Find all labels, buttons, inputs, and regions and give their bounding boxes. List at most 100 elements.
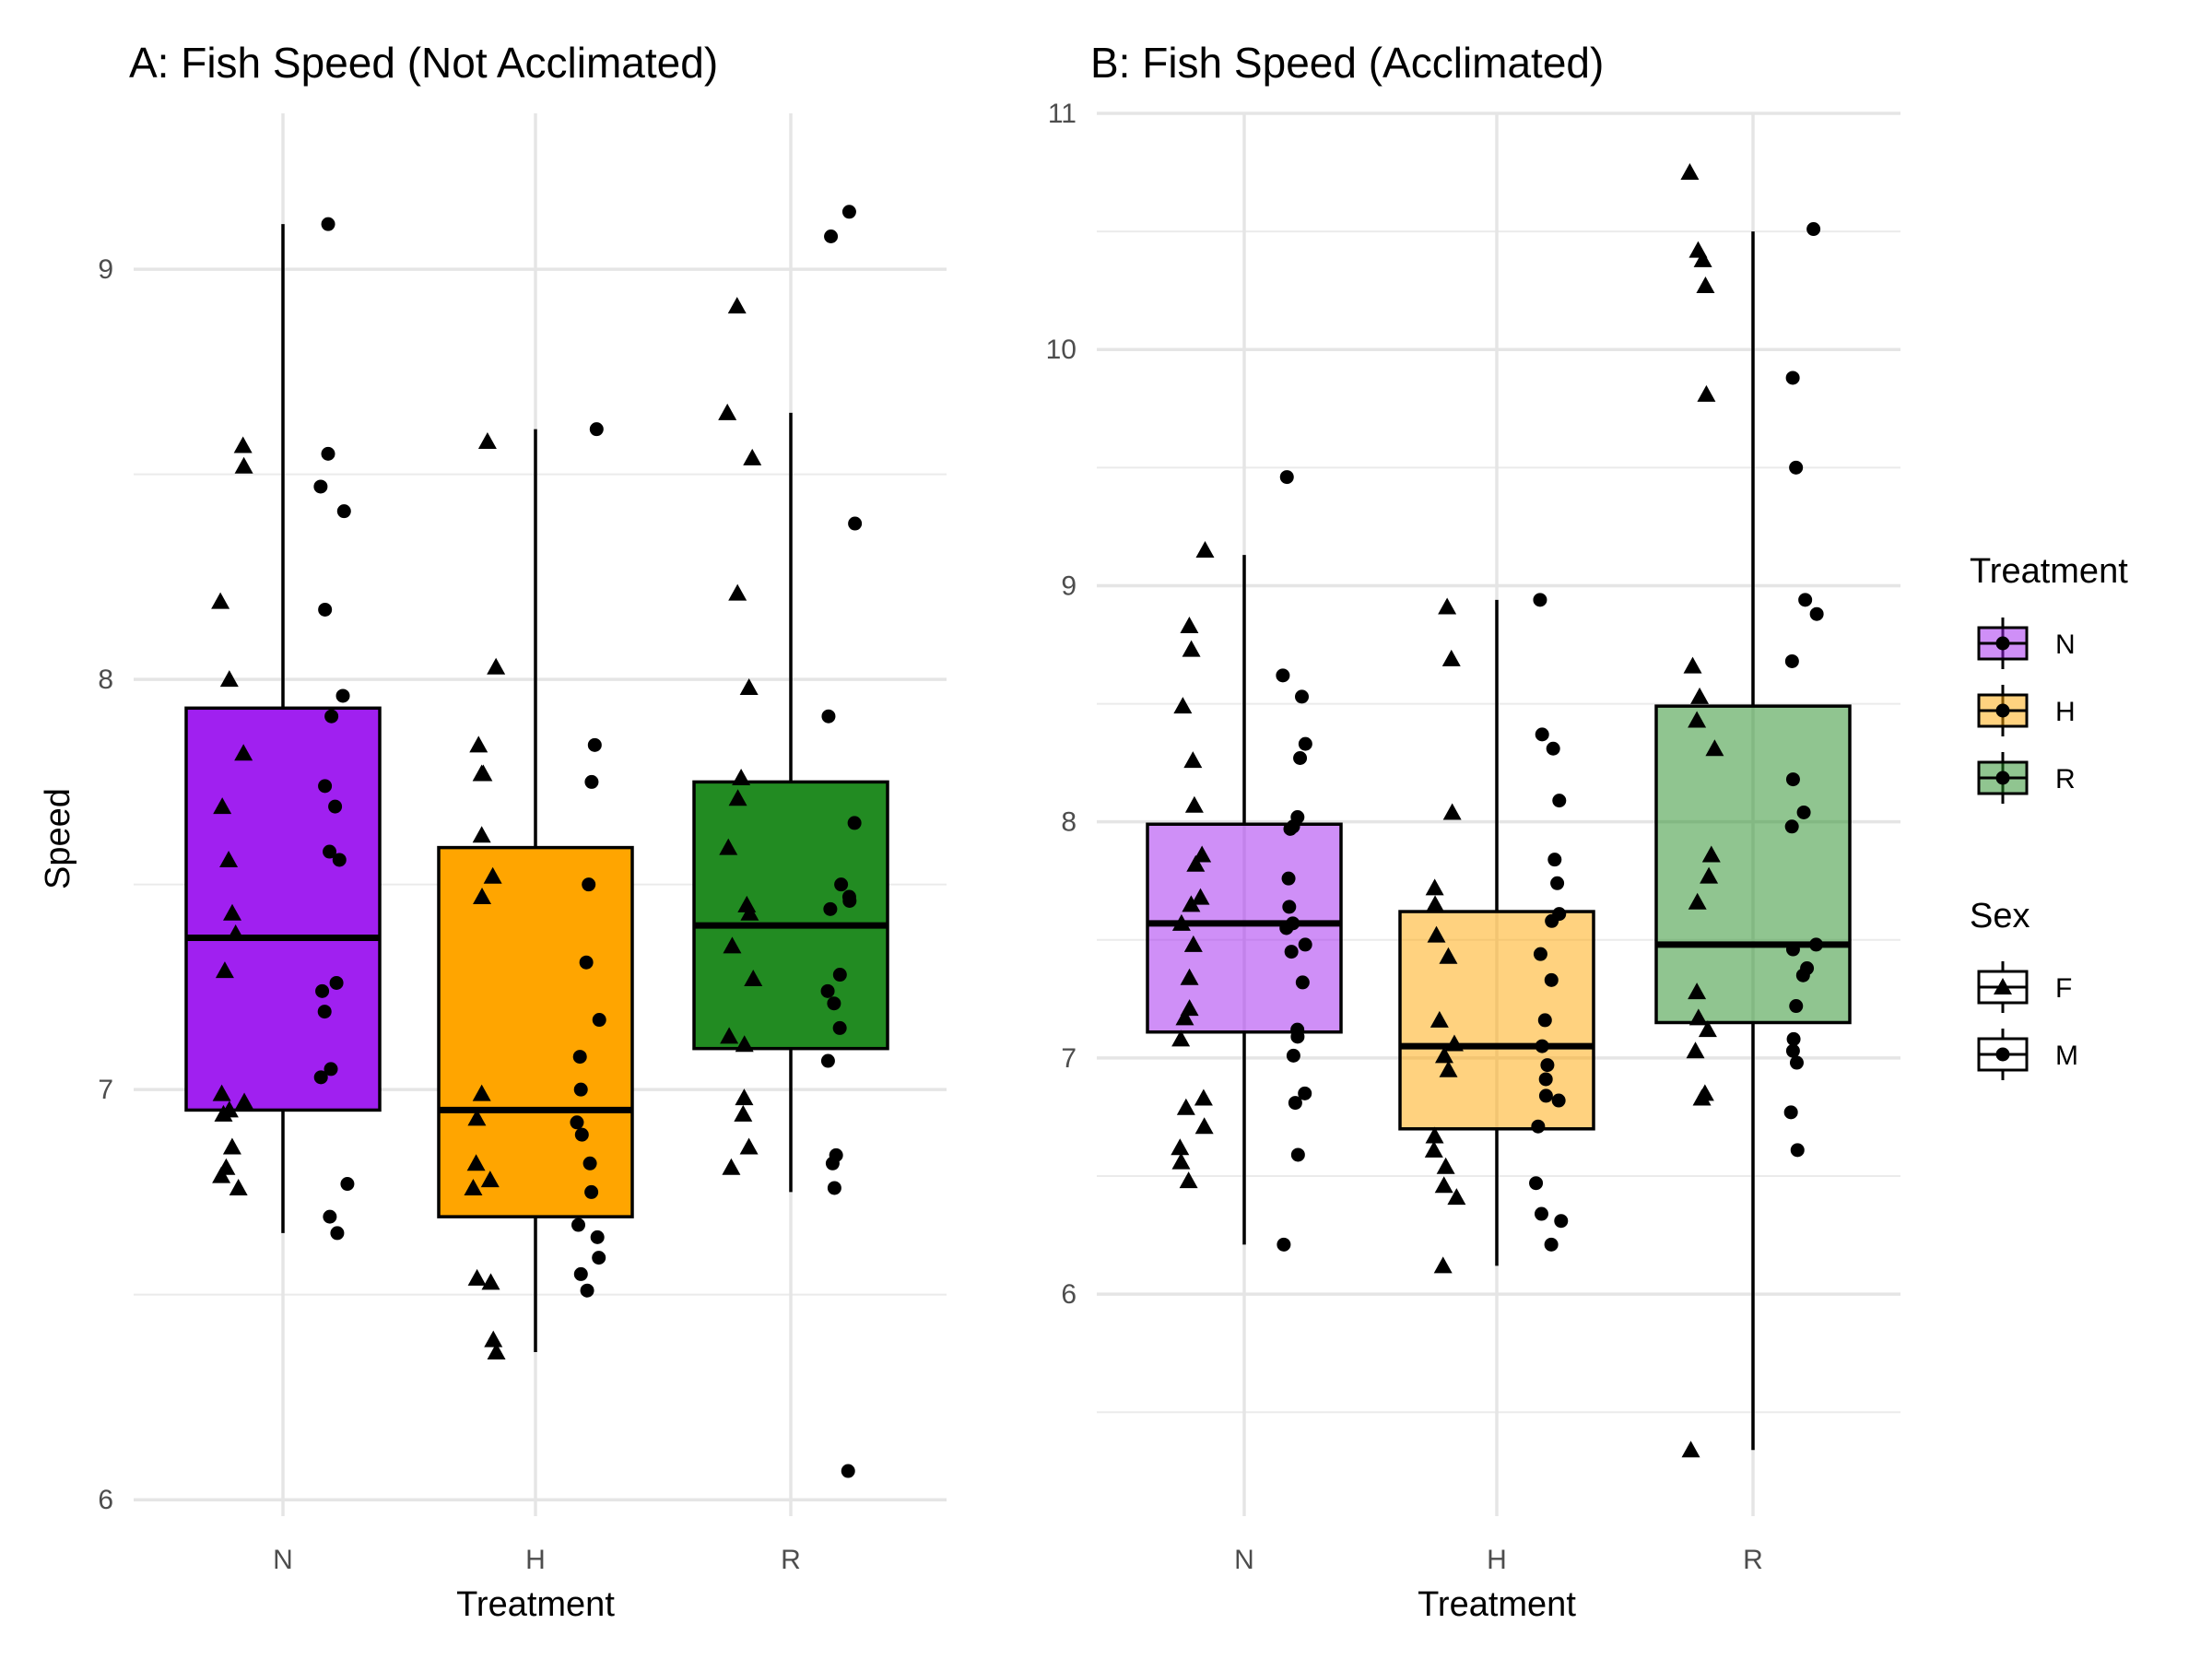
male-point bbox=[1529, 1176, 1544, 1191]
male-point bbox=[573, 1082, 588, 1097]
panel-a-x-axis-title: Treatment bbox=[456, 1585, 615, 1624]
male-point bbox=[330, 1226, 345, 1241]
x-tick-label: N bbox=[1234, 1545, 1254, 1575]
female-point bbox=[219, 850, 239, 867]
female-point bbox=[1182, 895, 1201, 912]
female-point bbox=[212, 1166, 231, 1183]
female-point bbox=[1439, 1060, 1458, 1077]
female-point bbox=[1436, 1157, 1455, 1174]
female-point bbox=[727, 297, 747, 314]
male-point bbox=[1550, 876, 1565, 890]
female-point bbox=[744, 970, 763, 987]
female-point bbox=[1698, 1020, 1717, 1038]
male-point bbox=[587, 737, 602, 752]
female-point bbox=[1430, 1010, 1449, 1028]
sex-legend-keys: FM bbox=[1977, 961, 2078, 1080]
female-point bbox=[743, 448, 762, 465]
male-point bbox=[592, 1013, 606, 1028]
legend-label-r: R bbox=[2055, 764, 2076, 794]
female-point bbox=[1171, 1152, 1191, 1170]
male-point bbox=[1531, 1119, 1546, 1134]
box-h bbox=[437, 845, 634, 1218]
male-point bbox=[841, 1464, 855, 1478]
female-point bbox=[1424, 1140, 1443, 1158]
female-point bbox=[213, 797, 232, 815]
male-point bbox=[1784, 653, 1799, 668]
female-point bbox=[1434, 1046, 1453, 1064]
male-point bbox=[571, 1218, 586, 1232]
female-point bbox=[229, 1178, 248, 1195]
y-tick-label: 7 bbox=[98, 1075, 113, 1105]
male-point bbox=[1789, 999, 1804, 1014]
male-point bbox=[1547, 853, 1562, 867]
panel-a-points bbox=[211, 205, 863, 1478]
female-point bbox=[1700, 866, 1719, 884]
female-point bbox=[735, 1035, 754, 1053]
male-point bbox=[1798, 593, 1813, 607]
male-point bbox=[321, 217, 335, 231]
male-point bbox=[1546, 741, 1560, 756]
male-point bbox=[1276, 668, 1290, 683]
male-point bbox=[1298, 937, 1312, 952]
male-point bbox=[1785, 1043, 1800, 1058]
male-point bbox=[827, 1181, 841, 1195]
treatment-legend-title: Treatment bbox=[1970, 552, 2128, 591]
male-point bbox=[1544, 1237, 1559, 1252]
male-point bbox=[579, 955, 594, 970]
female-point bbox=[1692, 1088, 1712, 1106]
male-point bbox=[321, 446, 335, 461]
female-point bbox=[1697, 384, 1716, 402]
female-point bbox=[1434, 1176, 1453, 1194]
male-point bbox=[1796, 805, 1811, 819]
female-point bbox=[1171, 1138, 1190, 1156]
female-point bbox=[1171, 913, 1191, 931]
panel-a-y-axis-title: Speed bbox=[39, 788, 77, 889]
female-point bbox=[1195, 541, 1215, 559]
x-tick-label: N bbox=[273, 1545, 293, 1575]
female-point bbox=[1701, 845, 1721, 863]
male-point bbox=[313, 1070, 328, 1085]
male-point bbox=[592, 1251, 606, 1265]
female-point bbox=[222, 1137, 241, 1155]
female-point bbox=[1176, 1098, 1195, 1115]
legend-key-sex-m: M bbox=[1977, 1029, 2078, 1080]
male-point bbox=[820, 1053, 835, 1068]
male-point bbox=[580, 1283, 594, 1298]
female-point bbox=[1425, 878, 1444, 896]
female-point bbox=[1186, 854, 1206, 872]
female-point bbox=[484, 1330, 503, 1347]
female-point bbox=[1433, 1256, 1453, 1274]
y-tick-label: 7 bbox=[1061, 1043, 1077, 1074]
female-point bbox=[226, 924, 245, 942]
female-point bbox=[1688, 1008, 1708, 1026]
female-point bbox=[464, 1178, 483, 1195]
female-point bbox=[487, 657, 506, 675]
female-point bbox=[719, 838, 738, 855]
male-point bbox=[820, 983, 835, 998]
female-point bbox=[1438, 597, 1457, 615]
female-point bbox=[467, 1268, 487, 1286]
male-point bbox=[1537, 1013, 1552, 1028]
male-point bbox=[329, 975, 344, 990]
male-point bbox=[335, 688, 350, 703]
legend-label-n: N bbox=[2055, 629, 2076, 660]
male-point bbox=[1284, 945, 1299, 959]
treatment-legend-keys: N H R bbox=[1977, 618, 2076, 804]
male-point bbox=[1535, 727, 1549, 742]
male-point bbox=[1279, 921, 1294, 935]
female-point bbox=[728, 583, 747, 601]
female-point bbox=[1183, 935, 1203, 952]
male-point bbox=[1795, 968, 1810, 982]
male-point bbox=[1538, 1088, 1553, 1103]
male-point bbox=[584, 774, 599, 789]
male-point bbox=[1290, 1030, 1305, 1044]
female-point bbox=[212, 1084, 231, 1101]
male-point bbox=[841, 205, 856, 219]
male-point bbox=[1551, 1093, 1566, 1108]
female-point bbox=[467, 1109, 487, 1126]
male-point bbox=[1790, 1143, 1805, 1158]
male-point bbox=[1785, 942, 1800, 957]
legend-key-sex-f: F bbox=[1977, 961, 2072, 1013]
y-tick-label: 8 bbox=[1061, 807, 1077, 838]
